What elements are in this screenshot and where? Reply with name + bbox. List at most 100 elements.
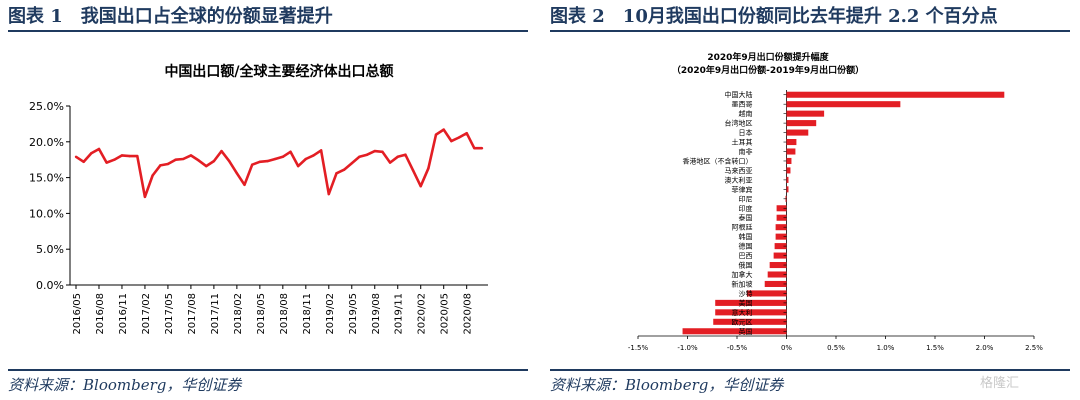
bar	[774, 243, 787, 250]
data-point	[381, 150, 384, 154]
category-label: 印尼	[739, 195, 753, 203]
x-tick-label: 2.5%	[1025, 344, 1043, 352]
category-label: 墨西哥	[732, 101, 753, 109]
chart-subtitle: （2020年9月出口份额-2019年9月出口份额）	[672, 64, 864, 76]
data-point	[350, 162, 353, 165]
bar	[786, 157, 792, 164]
category-label: 日本	[739, 128, 753, 137]
data-point	[396, 155, 399, 159]
data-point	[136, 154, 139, 158]
bar	[786, 139, 797, 146]
data-point	[174, 158, 177, 161]
x-tick-label: 2017/02	[141, 293, 152, 335]
bar	[775, 233, 787, 240]
category-label: 泰国	[739, 213, 753, 222]
data-point	[228, 159, 231, 163]
bar	[764, 280, 787, 287]
x-tick-label: 2018/08	[279, 293, 290, 335]
category-label: 中国大陆	[725, 90, 753, 99]
data-point	[404, 153, 407, 156]
chart-title: 2020年9月出口份额提升幅度	[707, 51, 829, 63]
bar	[776, 214, 787, 221]
data-point	[143, 195, 147, 199]
bar	[682, 328, 787, 335]
data-point	[304, 157, 308, 161]
bar	[767, 271, 787, 278]
data-point	[365, 153, 369, 156]
data-point	[465, 132, 468, 135]
x-tick-label: 2020/05	[440, 293, 451, 335]
x-tick-label: -1.0%	[677, 344, 698, 352]
bar	[715, 299, 787, 306]
x-tick-label: 2017/08	[187, 293, 198, 335]
category-label: 德国	[739, 242, 753, 251]
bar	[746, 290, 787, 297]
category-label: 澳大利亚	[725, 175, 753, 184]
category-label: 巴西	[739, 252, 753, 260]
x-tick-label: 2018/11	[302, 293, 313, 335]
category-label: 俄国	[739, 261, 753, 270]
data-point	[166, 162, 170, 166]
watermark-logo: 格隆汇	[980, 376, 1020, 391]
figure-1-panel: 图表 1 我国出口占全球的份额显著提升 中国出口额/全球主要经济体出口总额 0.0…	[8, 0, 528, 400]
category-label: 香港地区（不含转口）	[683, 156, 753, 165]
category-label: 欧元区	[732, 317, 753, 326]
data-point	[90, 152, 93, 155]
x-tick-label: 2.0%	[976, 344, 994, 352]
category-label: 英国	[739, 327, 753, 336]
category-label: 南非	[739, 147, 753, 156]
category-label: 台湾地区	[725, 119, 753, 128]
x-tick-label: 2016/11	[118, 293, 129, 335]
figure-2-source: 资料来源：Bloomberg，华创证券	[550, 376, 784, 394]
footer-rule	[550, 369, 1070, 371]
data-point	[113, 158, 116, 161]
y-tick-label: 10.0%	[29, 207, 64, 220]
x-tick-label: 2019/02	[325, 293, 336, 335]
data-point	[128, 154, 131, 158]
data-point	[82, 160, 85, 164]
data-point	[289, 150, 292, 154]
data-point	[373, 149, 376, 153]
x-tick-label: 2020/08	[463, 293, 474, 335]
data-point	[419, 184, 422, 188]
bar	[786, 176, 789, 183]
data-point	[212, 159, 216, 163]
data-point	[457, 136, 461, 139]
category-label: 意大利	[732, 308, 753, 317]
footer-rule	[8, 369, 528, 371]
category-label: 土耳其	[732, 138, 753, 147]
data-point	[243, 183, 246, 186]
data-point	[335, 172, 338, 175]
line-chart: 中国出口额/全球主要经济体出口总额 0.0% 5.0% 10.0% 15.0% 20.0%…	[29, 63, 488, 335]
data-point	[450, 139, 453, 143]
x-tick-label: 0%	[781, 344, 792, 352]
data-point	[427, 167, 430, 170]
x-tick-label: 2017/11	[210, 293, 221, 335]
bar	[786, 167, 791, 174]
bar	[786, 120, 817, 127]
figure-2-header: 图表 2 10月我国出口份额同比去年提升 2.2 个百分点	[550, 6, 998, 27]
header-rule	[8, 30, 528, 32]
data-point	[159, 164, 162, 167]
category-label: 印度	[739, 204, 753, 213]
category-label: 马来西亚	[725, 167, 753, 175]
bar	[786, 129, 809, 136]
category-label: 新加坡	[732, 279, 753, 288]
data-point	[281, 155, 285, 159]
data-point	[358, 155, 361, 159]
data-point	[205, 164, 208, 168]
bar	[786, 148, 796, 155]
y-tick-label: 25.0%	[29, 100, 64, 113]
x-tick-label: 2020/02	[417, 293, 428, 335]
y-tick-label: 15.0%	[29, 172, 64, 185]
bar	[773, 252, 787, 259]
data-point	[296, 164, 300, 168]
figure-2-panel: 图表 2 10月我国出口份额同比去年提升 2.2 个百分点 2020年9月出口份…	[550, 0, 1070, 400]
data-point	[319, 149, 323, 152]
category-label: 美国	[739, 298, 753, 307]
figure-1-header: 图表 1 我国出口占全球的份额显著提升	[8, 6, 333, 27]
category-label: 越南	[739, 109, 753, 118]
x-tick-label: 2017/05	[164, 293, 175, 335]
bar-chart: 2020年9月出口份额提升幅度（2020年9月出口份额-2019年9月出口份额）…	[628, 51, 1043, 352]
data-point	[327, 192, 330, 196]
